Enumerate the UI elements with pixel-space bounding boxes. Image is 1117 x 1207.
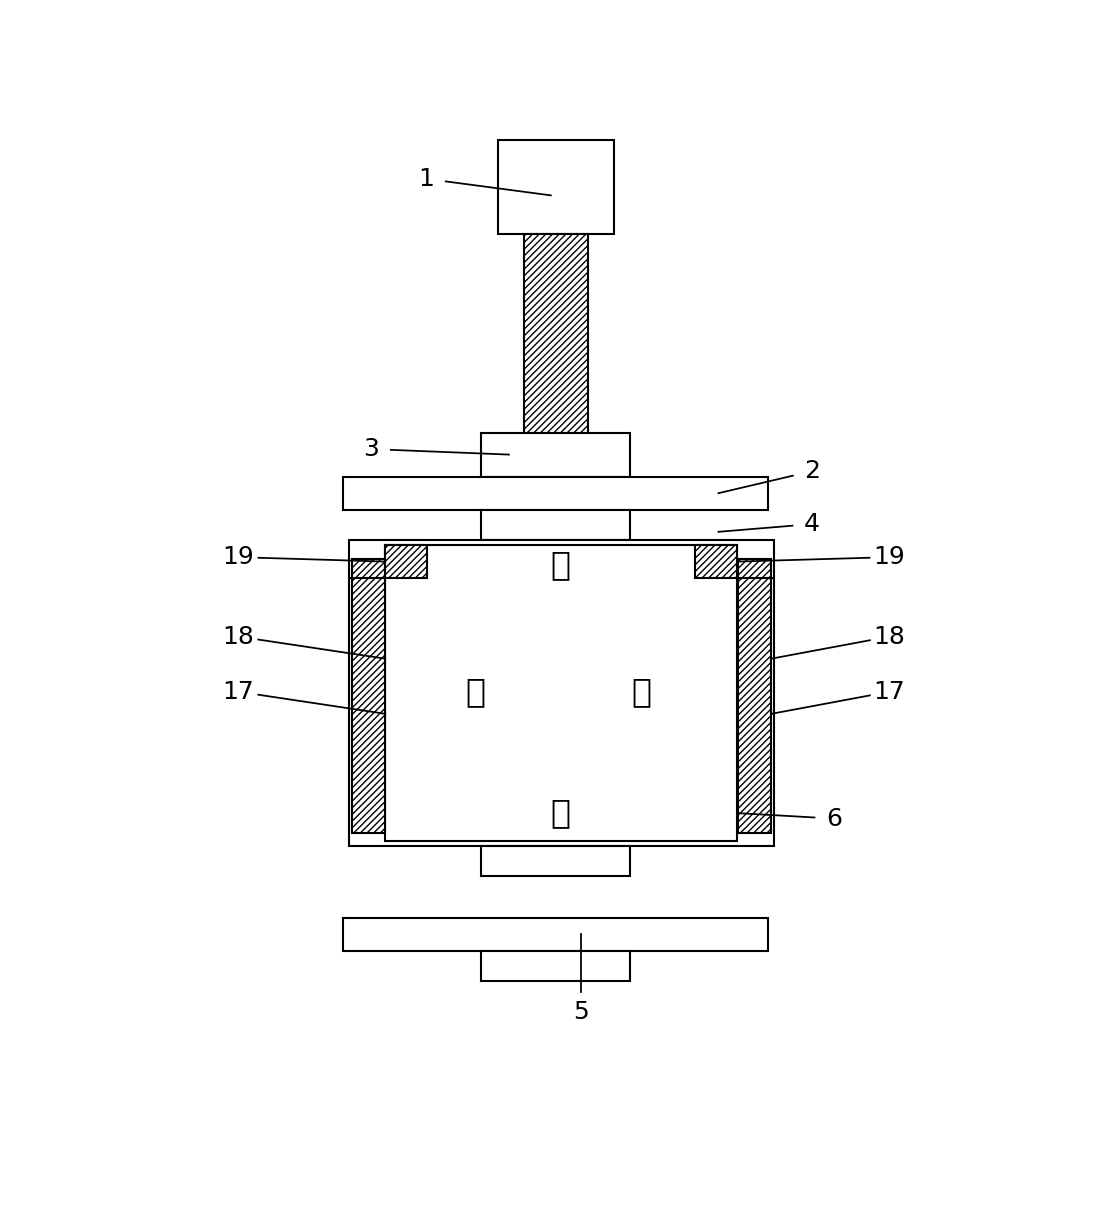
Bar (481, 951, 630, 981)
Text: 下: 下 (551, 797, 571, 829)
Bar (343, 917, 768, 951)
Text: 5: 5 (573, 999, 589, 1024)
Text: 3: 3 (363, 437, 379, 461)
Text: 17: 17 (222, 680, 255, 704)
Text: 左: 左 (466, 675, 486, 709)
Text: 4: 4 (804, 512, 820, 536)
Text: 19: 19 (222, 546, 255, 570)
Text: 17: 17 (873, 680, 905, 704)
Text: 6: 6 (827, 806, 842, 830)
Bar (349, 540, 774, 846)
Bar (481, 509, 630, 540)
Text: 1: 1 (418, 167, 435, 191)
Bar (481, 846, 630, 876)
Text: 19: 19 (873, 546, 905, 570)
Text: 上: 上 (551, 548, 571, 582)
Bar (385, 546, 737, 840)
Text: 18: 18 (222, 624, 255, 648)
Bar (343, 477, 768, 509)
Bar (481, 432, 630, 477)
Bar (524, 234, 589, 432)
Bar (498, 140, 613, 234)
Bar (385, 546, 427, 578)
Text: 右: 右 (631, 675, 651, 709)
Bar (738, 559, 772, 833)
Bar (352, 559, 385, 833)
Bar (695, 546, 737, 578)
Text: 18: 18 (873, 624, 906, 648)
Text: 2: 2 (804, 459, 820, 483)
